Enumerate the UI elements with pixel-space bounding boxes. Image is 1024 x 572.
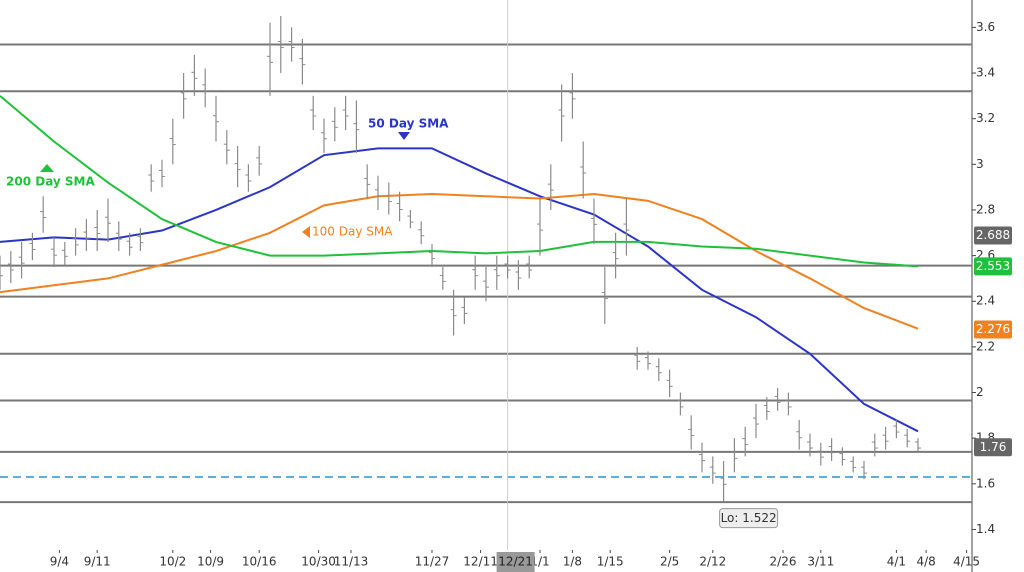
x-tick-label: 3/11 bbox=[807, 555, 834, 569]
crosshair-label: 12/21 bbox=[498, 555, 533, 569]
sma-line bbox=[0, 95, 919, 268]
x-tick-label: 1/8 bbox=[563, 555, 582, 569]
x-tick-label: 10/2 bbox=[159, 555, 186, 569]
y-tick-label: 3.2 bbox=[976, 111, 995, 125]
x-tick-label: 10/9 bbox=[197, 555, 224, 569]
price-label-box bbox=[974, 438, 1012, 457]
sma-marker bbox=[40, 164, 54, 172]
price-label-box bbox=[974, 226, 1012, 245]
y-tick-label: 3.6 bbox=[976, 20, 995, 34]
price-label-box bbox=[974, 257, 1012, 276]
sma-annotation: 100 Day SMA bbox=[312, 225, 393, 239]
sma-annotation: 200 Day SMA bbox=[6, 175, 96, 189]
price-label-box bbox=[974, 320, 1012, 339]
y-tick-label: 1.4 bbox=[976, 522, 995, 536]
price-label: 2.688 bbox=[976, 228, 1010, 242]
x-tick-label: 9/4 bbox=[50, 555, 69, 569]
sma-marker bbox=[398, 132, 410, 140]
x-tick-label: 4/8 bbox=[916, 555, 935, 569]
low-label-box bbox=[719, 508, 779, 529]
y-tick-label: 2 bbox=[976, 385, 984, 399]
y-tick-label: 2.2 bbox=[976, 339, 995, 353]
sma-line bbox=[0, 192, 919, 330]
x-tick-label: 2/26 bbox=[770, 555, 797, 569]
x-tick-label: 1/1 bbox=[530, 555, 549, 569]
x-tick-label: 2/5 bbox=[660, 555, 679, 569]
sma-marker bbox=[302, 226, 310, 238]
price-label: 2.276 bbox=[976, 322, 1010, 336]
sma-annotation: 50 Day SMA bbox=[368, 117, 449, 131]
x-tick-label: 2/12 bbox=[699, 555, 726, 569]
x-tick-label: 12/11 bbox=[463, 555, 498, 569]
y-tick-label: 3 bbox=[976, 157, 984, 171]
crosshair-label-box bbox=[496, 552, 535, 572]
price-label: 2.553 bbox=[976, 259, 1010, 273]
x-tick-label: 10/16 bbox=[242, 555, 277, 569]
x-tick-label: 1/15 bbox=[597, 555, 624, 569]
low-label: Lo: 1.522 bbox=[721, 511, 777, 525]
price-label: 1.76 bbox=[980, 440, 1007, 454]
y-tick-label: 1.6 bbox=[976, 476, 995, 490]
x-tick-label: 10/30 bbox=[301, 555, 336, 569]
x-tick-label: 11/27 bbox=[415, 555, 450, 569]
sma-line bbox=[0, 147, 919, 433]
x-tick-label: 9/11 bbox=[84, 555, 111, 569]
x-tick-label: 4/15 bbox=[953, 555, 980, 569]
x-tick-label: 11/13 bbox=[334, 555, 369, 569]
y-tick-label: 3.4 bbox=[976, 66, 995, 80]
y-tick-label: 2.4 bbox=[976, 294, 995, 308]
y-tick-label: 2.8 bbox=[976, 202, 995, 216]
x-tick-label: 4/1 bbox=[887, 555, 906, 569]
